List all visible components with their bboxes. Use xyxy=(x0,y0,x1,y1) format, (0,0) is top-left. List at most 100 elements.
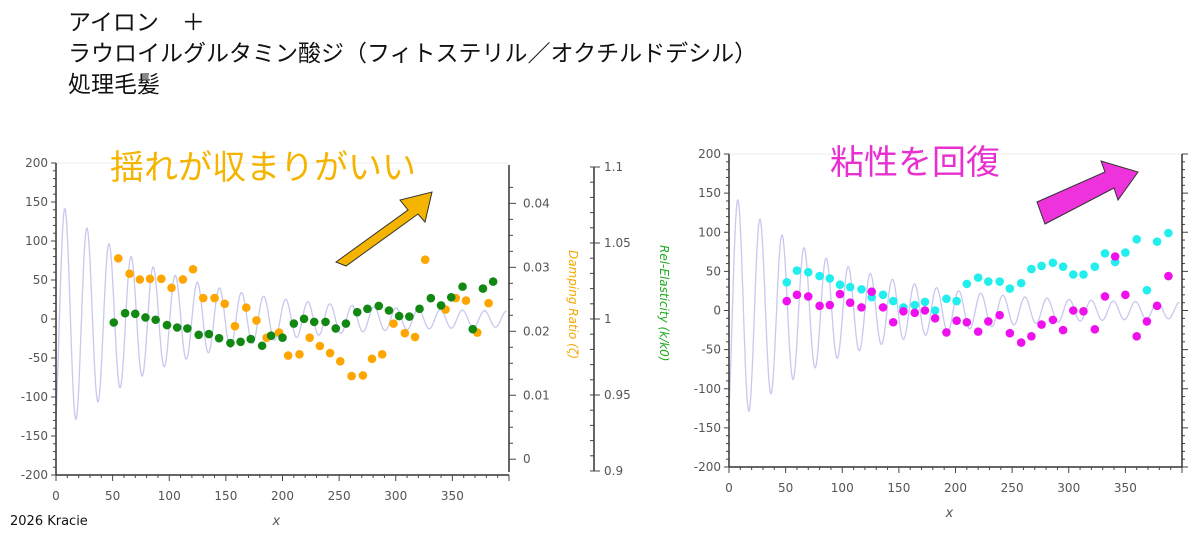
y-tick-label: 200 xyxy=(698,147,721,161)
data-point-series-2 xyxy=(1037,320,1046,329)
data-point-series-1 xyxy=(930,306,940,315)
data-point-series-1 xyxy=(1132,234,1141,244)
data-point-series-1 xyxy=(241,303,251,312)
data-point-series-2 xyxy=(120,308,130,318)
x-tick-label: 350 xyxy=(441,489,464,503)
data-point-series-1 xyxy=(210,293,219,303)
data-point-series-2 xyxy=(1100,292,1110,301)
data-point-series-2 xyxy=(899,306,908,316)
data-point-series-2 xyxy=(374,301,384,311)
data-point-series-1 xyxy=(1079,270,1088,279)
y-tick-label: -150 xyxy=(694,421,721,435)
data-point-series-1 xyxy=(1048,258,1058,268)
y-tick-label: 150 xyxy=(698,186,721,200)
data-point-series-2 xyxy=(172,323,182,332)
x-tick-label: 50 xyxy=(778,481,793,495)
data-point-series-2 xyxy=(857,303,866,312)
data-point-series-1 xyxy=(973,273,983,282)
data-point-series-2 xyxy=(803,292,813,301)
data-point-series-2 xyxy=(1005,328,1015,338)
y-tick-label: 100 xyxy=(698,225,721,239)
damping-axis-label: Damping Ratio (ζ) xyxy=(566,250,580,359)
data-point-series-1 xyxy=(803,267,813,277)
y-tick-label: 50 xyxy=(706,264,721,278)
data-point-series-2 xyxy=(782,296,792,306)
data-point-series-1 xyxy=(367,354,377,364)
reference-wave-line xyxy=(55,208,507,421)
data-point-series-2 xyxy=(815,301,824,311)
title-line-3: 処理毛髪 xyxy=(68,72,160,98)
data-point-series-1 xyxy=(942,294,951,304)
data-point-series-2 xyxy=(942,328,951,337)
data-point-series-2 xyxy=(984,317,993,326)
data-point-series-1 xyxy=(984,277,993,286)
data-point-series-2 xyxy=(426,293,436,303)
data-point-series-2 xyxy=(405,312,414,321)
elasticity-tick-label: 1.05 xyxy=(604,236,631,250)
data-point-series-2 xyxy=(214,333,224,343)
y-tick-label: 100 xyxy=(25,234,48,248)
chart-2 xyxy=(724,153,1188,473)
damping-tick-label: 0.03 xyxy=(523,260,550,274)
data-point-series-1 xyxy=(1164,228,1173,238)
data-point-series-2 xyxy=(910,308,920,318)
x-tick-label: 100 xyxy=(831,481,854,495)
data-point-series-1 xyxy=(315,341,325,351)
data-point-series-1 xyxy=(962,279,972,289)
data-point-series-2 xyxy=(930,314,940,323)
data-point-series-1 xyxy=(145,274,155,284)
chart-1 xyxy=(51,162,600,481)
data-point-series-1 xyxy=(377,350,387,359)
data-point-series-2 xyxy=(835,289,845,299)
data-point-series-1 xyxy=(857,285,866,294)
x-tick-label: 100 xyxy=(158,489,181,503)
data-point-series-2 xyxy=(920,306,930,315)
y-tick-label: -50 xyxy=(701,343,721,357)
data-point-series-2 xyxy=(321,317,330,327)
x-axis-label: x xyxy=(945,506,954,521)
data-point-series-2 xyxy=(488,277,498,286)
x-tick-label: 250 xyxy=(1001,481,1024,495)
y-tick-label: -100 xyxy=(21,390,48,404)
data-point-series-2 xyxy=(1079,306,1088,316)
data-point-series-1 xyxy=(1100,249,1110,258)
data-point-series-2 xyxy=(468,324,478,334)
x-tick-label: 300 xyxy=(1057,481,1080,495)
y-tick-label: -100 xyxy=(694,382,721,396)
data-point-series-1 xyxy=(135,275,145,284)
data-point-series-2 xyxy=(1016,338,1026,347)
y-tick-label: -50 xyxy=(28,351,48,365)
data-point-series-2 xyxy=(1152,301,1162,311)
data-point-series-1 xyxy=(188,264,198,274)
x-tick-label: 0 xyxy=(725,481,733,495)
y-tick-label: 50 xyxy=(33,273,48,287)
data-point-series-2 xyxy=(130,309,140,319)
x-tick-label: 150 xyxy=(887,481,910,495)
data-point-series-2 xyxy=(204,329,214,339)
data-point-series-2 xyxy=(1068,306,1078,315)
damping-tick-label: 0.01 xyxy=(523,388,550,402)
data-point-series-2 xyxy=(792,290,802,300)
data-point-series-1 xyxy=(888,296,898,306)
arrow-icon xyxy=(1036,160,1139,225)
x-tick-label: 200 xyxy=(944,481,967,495)
annotation-left: 揺れが収まりがいい xyxy=(110,148,416,188)
data-point-series-1 xyxy=(335,357,345,366)
data-point-series-1 xyxy=(347,371,356,381)
data-point-series-1 xyxy=(1142,285,1152,295)
damping-tick-label: 0.04 xyxy=(523,196,550,210)
damping-tick-label: 0.02 xyxy=(523,324,550,338)
data-point-series-2 xyxy=(1048,315,1058,325)
data-point-series-2 xyxy=(1058,325,1068,335)
data-point-series-2 xyxy=(299,314,309,324)
data-point-series-1 xyxy=(792,266,802,275)
data-point-series-1 xyxy=(305,333,314,342)
data-point-series-1 xyxy=(484,298,493,308)
data-point-series-1 xyxy=(461,296,471,305)
data-point-series-2 xyxy=(845,298,855,307)
elasticity-tick-label: 0.9 xyxy=(604,464,623,478)
data-point-series-1 xyxy=(995,277,1004,286)
arrow-icon xyxy=(334,191,433,267)
data-point-series-2 xyxy=(341,319,351,328)
